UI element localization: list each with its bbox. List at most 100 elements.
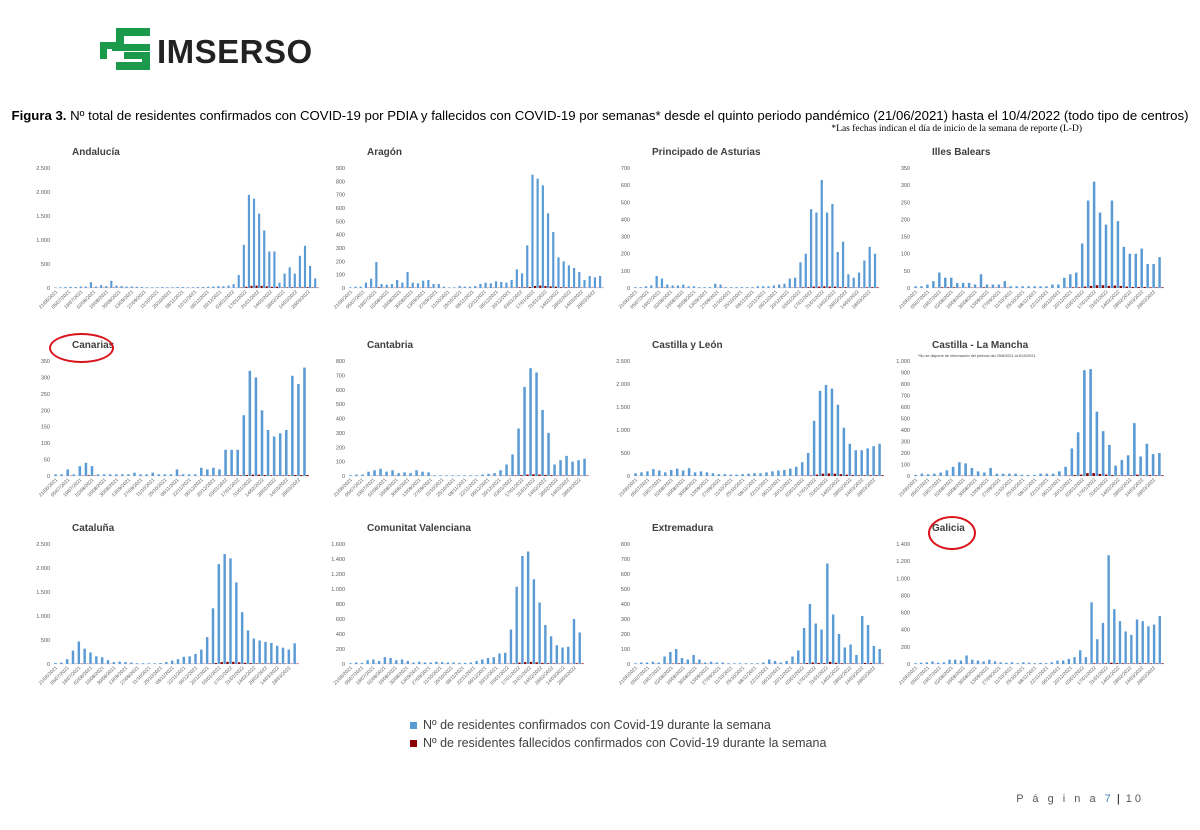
castilla-y-leon-bar-deceased <box>869 475 872 476</box>
cataluna-bar-confirmed <box>100 657 104 664</box>
castilla-la-mancha-bar-deceased <box>1154 475 1158 476</box>
cantabria-bar-confirmed <box>373 470 376 476</box>
extremadura-bar-confirmed <box>715 662 719 664</box>
galicia-bar-confirmed <box>959 660 963 664</box>
extremadura-bar-confirmed <box>727 663 730 664</box>
aragon-bar-confirmed <box>349 287 352 288</box>
principado-de-asturias-bar-confirmed <box>799 262 802 288</box>
castilla-la-mancha-bar-confirmed <box>1045 473 1049 476</box>
andalucia-bar-confirmed <box>151 287 154 288</box>
canarias-bar-confirmed <box>272 436 276 476</box>
aragon-bar-confirmed <box>474 286 477 288</box>
cantabria-bar-confirmed <box>565 455 568 476</box>
principado-de-asturias-bar-confirmed <box>863 260 866 288</box>
extremadura-ytick: 800 <box>621 542 630 548</box>
cataluna-title: Cataluña <box>72 523 115 534</box>
canarias-bar-confirmed <box>230 449 233 476</box>
aragon-bar-confirmed <box>427 280 430 288</box>
aragon-bar-confirmed <box>494 281 498 288</box>
cataluna-bar-confirmed <box>293 643 296 664</box>
illes-balears-ytick: 150 <box>901 235 910 241</box>
cantabria-bar-confirmed <box>421 471 424 476</box>
chart-castilla-y-leon: Castilla y León05001.0001.5002.0002.5002… <box>616 340 884 498</box>
illes-balears-ytick: 350 <box>901 166 910 172</box>
galicia-bar-confirmed <box>1056 660 1059 664</box>
castilla-la-mancha-bar-confirmed <box>926 474 930 476</box>
castilla-y-leon-bar-deceased <box>863 475 866 476</box>
castilla-y-leon-bar-confirmed <box>771 471 774 476</box>
aragon-bar-confirmed <box>588 276 591 288</box>
illes-balears-bar-confirmed <box>1122 246 1126 288</box>
canarias-bar-confirmed <box>127 474 130 476</box>
extremadura-bar-confirmed <box>767 659 771 664</box>
aragon-bar-confirmed <box>359 286 362 288</box>
castilla-y-leon-bar-confirmed <box>854 450 858 476</box>
galicia-bar-confirmed <box>919 662 923 664</box>
castilla-y-leon-ytick: 1.000 <box>616 428 630 434</box>
andalucia-bar-deceased <box>255 285 258 288</box>
principado-de-asturias-bar-confirmed <box>767 286 770 288</box>
cataluna-bar-confirmed <box>240 612 244 664</box>
andalucia-title: Andalucía <box>72 147 120 158</box>
cantabria-bar-confirmed <box>529 368 532 476</box>
andalucia-bar-confirmed <box>212 286 215 288</box>
illes-balears-bar-confirmed <box>949 277 953 288</box>
chart-extremadura: Extremadura010020030040050060070080021/0… <box>618 523 884 686</box>
principado-de-asturias-bar-confirmed <box>804 253 807 288</box>
cataluna-bar-confirmed <box>135 663 139 664</box>
castilla-la-mancha-bar-confirmed <box>1151 454 1155 476</box>
cataluna-bar-confirmed <box>217 564 221 664</box>
comunitat-valenciana-bar-confirmed <box>440 662 444 664</box>
andalucia-bar-confirmed <box>105 286 108 288</box>
castilla-la-mancha-bar-confirmed <box>1008 473 1011 476</box>
principado-de-asturias-bar-confirmed <box>820 180 823 288</box>
cataluna-bar-confirmed <box>252 638 256 664</box>
illes-balears-bar-confirmed <box>1074 272 1078 288</box>
canarias-ytick: 100 <box>41 441 50 447</box>
principado-de-asturias-bar-confirmed <box>778 284 781 288</box>
aragon-bar-confirmed <box>390 284 394 288</box>
comunitat-valenciana-bar-confirmed <box>360 662 364 664</box>
aragon-bar-confirmed <box>479 284 482 288</box>
cataluna-bar-confirmed <box>205 637 209 664</box>
canarias-bar-confirmed <box>242 415 246 476</box>
comunitat-valenciana-ytick: 200 <box>336 647 345 653</box>
castilla-la-mancha-bar-deceased <box>1079 474 1083 476</box>
illes-balears-bar-confirmed <box>1134 253 1138 288</box>
andalucia-bar-confirmed <box>309 265 312 288</box>
canarias-bar-confirmed <box>169 474 173 476</box>
aragon-bar-confirmed <box>401 282 404 288</box>
galicia-bar-deceased <box>1104 663 1107 664</box>
chart-illes-balears: Illes Balears05010015020025030035021/06/… <box>898 147 1164 310</box>
aragon-bar-confirmed <box>489 283 492 288</box>
galicia-bar-confirmed <box>982 661 985 664</box>
aragon-bar-confirmed <box>458 286 461 288</box>
comunitat-valenciana-bar-confirmed <box>481 659 484 664</box>
comunitat-valenciana-ytick: 800 <box>336 602 345 608</box>
chart-panel-castilla-la-mancha: Castilla - La Mancha *No se dispone de in… <box>890 335 1170 520</box>
castilla-y-leon-bar-confirmed <box>664 472 667 476</box>
extremadura-bar-confirmed <box>738 663 742 664</box>
illes-balears-bar-deceased <box>1125 286 1129 288</box>
andalucia-bar-confirmed <box>145 287 149 288</box>
illes-balears-bar-confirmed <box>1146 264 1149 288</box>
andalucia-bar-confirmed <box>283 273 286 288</box>
galicia-bar-confirmed <box>1079 650 1082 664</box>
castilla-y-leon-bar-confirmed <box>675 468 679 476</box>
andalucia-bar-confirmed <box>217 286 220 288</box>
illes-balears-bar-confirmed <box>944 277 947 288</box>
comunitat-valenciana-bar-deceased <box>524 662 527 664</box>
page-label: P á g i n a <box>1016 793 1099 805</box>
castilla-y-leon-bar-confirmed <box>800 462 804 476</box>
illes-balears-bar-deceased <box>1077 287 1081 288</box>
cantabria-bar-confirmed <box>571 461 574 476</box>
galicia-bar-confirmed <box>1016 663 1019 664</box>
aragon-bar-confirmed <box>562 261 565 288</box>
figure-title-label: Figura 3. <box>11 108 67 123</box>
illes-balears-ytick: 50 <box>904 269 910 275</box>
galicia-bar-confirmed <box>1073 657 1076 664</box>
principado-de-asturias-title: Principado de Asturias <box>652 147 761 158</box>
castilla-y-leon-bar-confirmed <box>806 453 810 476</box>
principado-de-asturias-bar-confirmed <box>682 284 685 288</box>
galicia-bar-deceased <box>1144 663 1147 664</box>
